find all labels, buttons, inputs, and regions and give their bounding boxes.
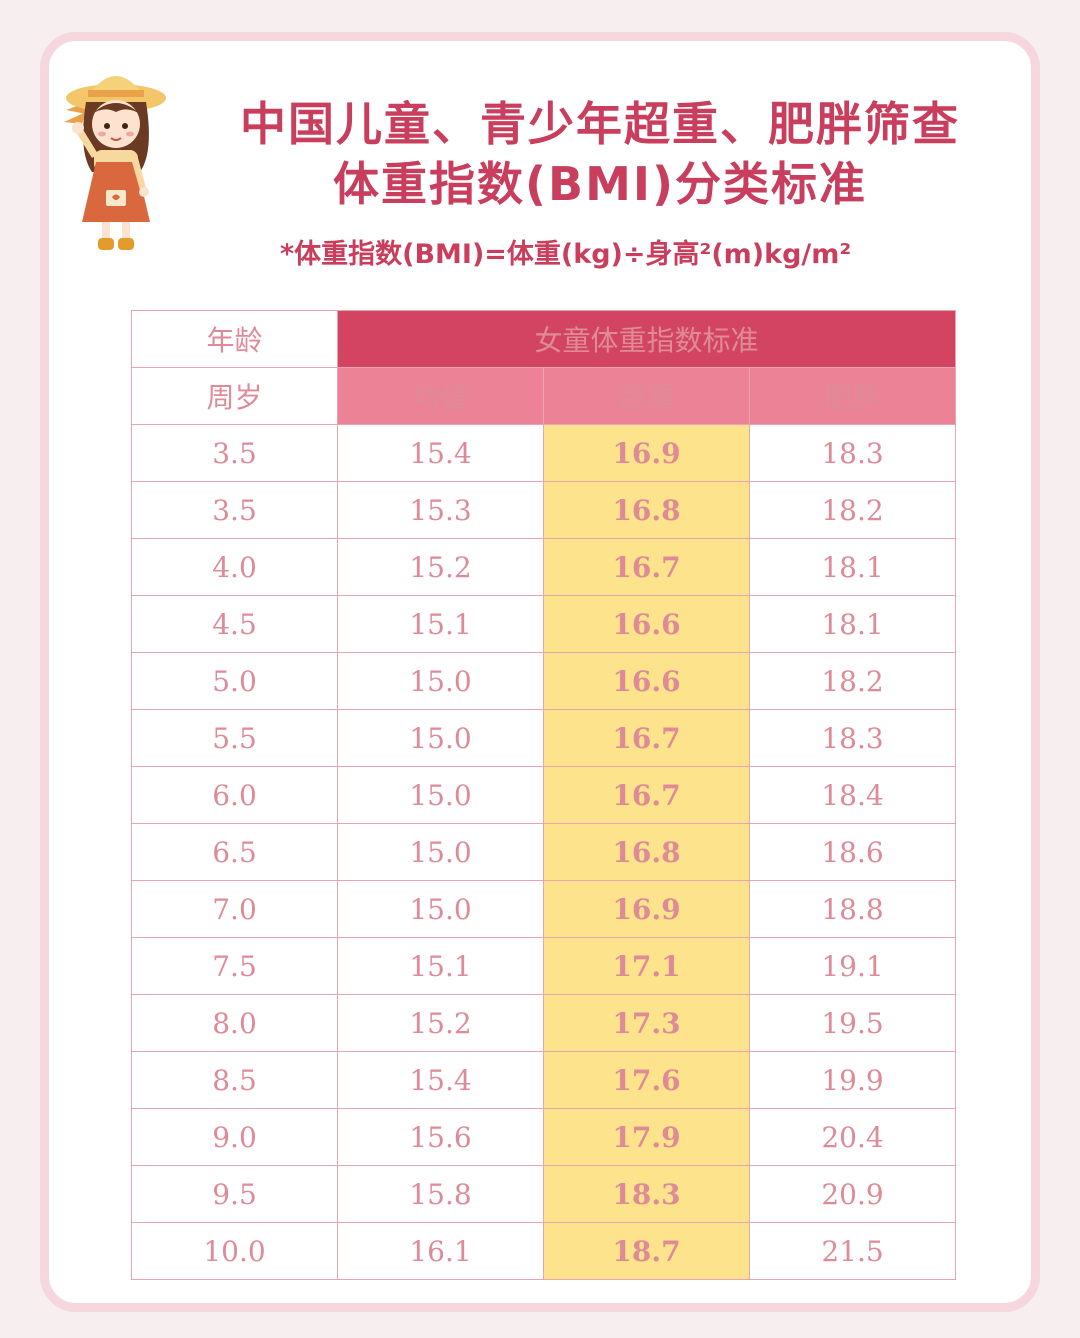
overweight-cell: 17.9	[543, 1108, 750, 1166]
obese-cell: 18.1	[748, 595, 957, 653]
table-header-row-2: 周岁 均值 超重 肥胖	[131, 367, 957, 425]
column-header-overweight: 超重	[543, 367, 750, 425]
obese-cell: 19.5	[748, 994, 957, 1052]
mean-cell: 15.0	[337, 823, 544, 881]
table-header-row-1: 年龄 女童体重指数标准	[131, 310, 957, 368]
mean-cell: 16.1	[337, 1222, 544, 1280]
mean-cell: 15.2	[337, 994, 544, 1052]
page-title-line-2: 体重指数(BMI)分类标准	[333, 157, 867, 211]
age-cell: 9.5	[131, 1165, 338, 1223]
mean-cell: 15.4	[337, 1051, 544, 1109]
table-row: 7.5 15.1 17.1 19.1	[131, 937, 957, 995]
age-cell: 4.0	[131, 538, 338, 596]
obese-cell: 18.8	[748, 880, 957, 938]
table-row: 8.0 15.2 17.3 19.5	[131, 994, 957, 1052]
obese-cell: 18.2	[748, 481, 957, 539]
table-row: 9.5 15.8 18.3 20.9	[131, 1165, 957, 1223]
overweight-cell: 18.7	[543, 1222, 750, 1280]
mean-cell: 15.0	[337, 880, 544, 938]
overweight-cell: 16.7	[543, 766, 750, 824]
table-row: 4.5 15.1 16.6 18.1	[131, 595, 957, 653]
mean-cell: 15.0	[337, 766, 544, 824]
table-row: 4.0 15.2 16.7 18.1	[131, 538, 957, 596]
age-header: 年龄	[131, 310, 338, 368]
age-unit-header: 周岁	[131, 367, 338, 425]
age-cell: 8.5	[131, 1051, 338, 1109]
table-row: 5.5 15.0 16.7 18.3	[131, 709, 957, 767]
table-row: 8.5 15.4 17.6 19.9	[131, 1051, 957, 1109]
obese-cell: 21.5	[748, 1222, 957, 1280]
obese-cell: 19.1	[748, 937, 957, 995]
bmi-table: 年龄 女童体重指数标准 周岁 均值 超重 肥胖 3.5 15.4 16.9 18.3 3…	[131, 310, 957, 1280]
obese-cell: 20.4	[748, 1108, 957, 1166]
overweight-cell: 16.8	[543, 481, 750, 539]
table-row: 3.5 15.3 16.8 18.2	[131, 481, 957, 539]
page-title-line-1: 中国儿童、青少年超重、肥胖筛查	[240, 97, 960, 151]
age-cell: 7.5	[131, 937, 338, 995]
age-cell: 5.0	[131, 652, 338, 710]
table-row: 9.0 15.6 17.9 20.4	[131, 1108, 957, 1166]
mean-cell: 15.2	[337, 538, 544, 596]
column-header-obese: 肥胖	[748, 367, 957, 425]
overweight-cell: 16.9	[543, 424, 750, 482]
overweight-cell: 16.7	[543, 538, 750, 596]
obese-cell: 18.4	[748, 766, 957, 824]
table-row: 7.0 15.0 16.9 18.8	[131, 880, 957, 938]
age-cell: 6.5	[131, 823, 338, 881]
mean-cell: 15.4	[337, 424, 544, 482]
obese-cell: 18.1	[748, 538, 957, 596]
bmi-formula: *体重指数(BMI)=体重(kg)÷身高²(m)kg/m²	[280, 239, 852, 270]
age-cell: 5.5	[131, 709, 338, 767]
age-cell: 9.0	[131, 1108, 338, 1166]
mean-cell: 15.6	[337, 1108, 544, 1166]
overweight-cell: 16.6	[543, 652, 750, 710]
age-cell: 6.0	[131, 766, 338, 824]
age-cell: 4.5	[131, 595, 338, 653]
overweight-cell: 16.9	[543, 880, 750, 938]
overweight-cell: 17.3	[543, 994, 750, 1052]
obese-cell: 18.3	[748, 709, 957, 767]
mean-cell: 15.1	[337, 937, 544, 995]
girl-illustration	[64, 76, 166, 250]
age-cell: 3.5	[131, 481, 338, 539]
table-row: 5.0 15.0 16.6 18.2	[131, 652, 957, 710]
age-cell: 8.0	[131, 994, 338, 1052]
mean-cell: 15.0	[337, 709, 544, 767]
overweight-cell: 17.1	[543, 937, 750, 995]
mean-cell: 15.1	[337, 595, 544, 653]
group-header: 女童体重指数标准	[336, 310, 957, 368]
mean-cell: 15.3	[337, 481, 544, 539]
age-cell: 3.5	[131, 424, 338, 482]
obese-cell: 18.6	[748, 823, 957, 881]
mean-cell: 15.8	[337, 1165, 544, 1223]
overweight-cell: 16.7	[543, 709, 750, 767]
table-row: 3.5 15.4 16.9 18.3	[131, 424, 957, 482]
obese-cell: 19.9	[748, 1051, 957, 1109]
table-row: 6.5 15.0 16.8 18.6	[131, 823, 957, 881]
table-row: 6.0 15.0 16.7 18.4	[131, 766, 957, 824]
overweight-cell: 16.6	[543, 595, 750, 653]
obese-cell: 20.9	[748, 1165, 957, 1223]
overweight-cell: 17.6	[543, 1051, 750, 1109]
overweight-cell: 18.3	[543, 1165, 750, 1223]
age-cell: 10.0	[131, 1222, 338, 1280]
column-header-mean: 均值	[337, 367, 544, 425]
obese-cell: 18.2	[748, 652, 957, 710]
age-cell: 7.0	[131, 880, 338, 938]
obese-cell: 18.3	[748, 424, 957, 482]
table-row: 10.0 16.1 18.7 21.5	[131, 1222, 957, 1280]
mean-cell: 15.0	[337, 652, 544, 710]
overweight-cell: 16.8	[543, 823, 750, 881]
